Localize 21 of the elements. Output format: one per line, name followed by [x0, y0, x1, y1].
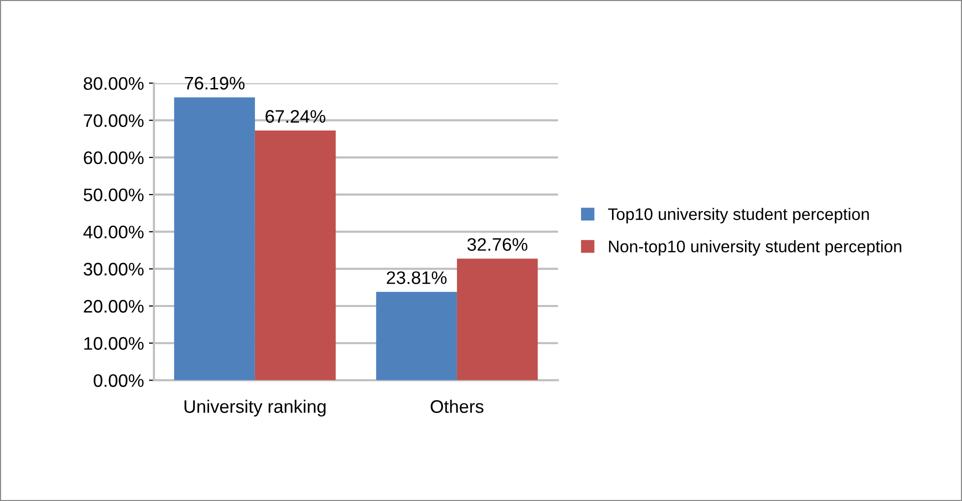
x-tick-label: Others	[430, 400, 484, 413]
y-tick-label: 80.00%	[84, 77, 144, 90]
data-label: 67.24%	[266, 110, 326, 123]
y-tick-label: 0.00%	[94, 374, 144, 387]
y-tick-label: 40.00%	[83, 226, 144, 238]
y-tick-label: 70.00%	[84, 114, 144, 128]
bar	[376, 292, 457, 380]
bar	[254, 130, 336, 380]
y-tick-label: 50.00%	[84, 188, 144, 202]
y-tick-label: 30.00%	[84, 262, 144, 276]
legend-label: Top10 university student perception	[608, 208, 869, 224]
bar	[456, 258, 538, 380]
data-label: 76.19%	[184, 76, 245, 90]
data-label: 23.81%	[386, 271, 447, 284]
y-tick-label: 60.00%	[84, 151, 144, 164]
bar	[174, 97, 255, 380]
y-tick-label: 10.00%	[84, 337, 144, 350]
data-label: 32.76%	[467, 238, 528, 251]
y-tick-label: 20.00%	[84, 300, 144, 313]
legend-label: Non-top10 university student perception	[609, 240, 902, 256]
x-tick-label: University ranking	[184, 400, 326, 417]
